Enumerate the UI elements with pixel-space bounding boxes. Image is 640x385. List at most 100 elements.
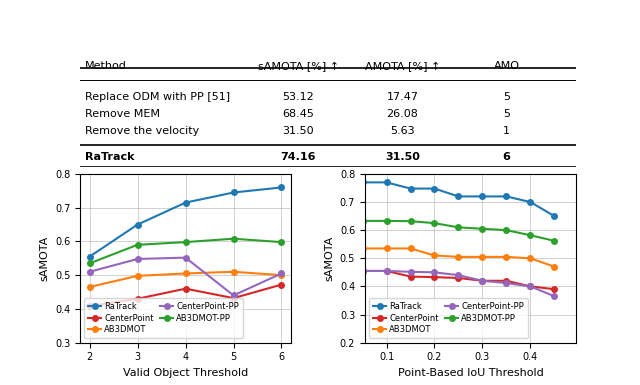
Line: CenterPoint-PP: CenterPoint-PP [360,268,557,299]
AB3DMOT-PP [86,261,93,266]
AB3DMOT [479,254,486,259]
AB3DMOT-PP [431,221,438,226]
CenterPoint [550,287,558,291]
CenterPoint [358,269,366,273]
Text: AMOTA [%] ↑: AMOTA [%] ↑ [365,61,440,71]
Text: 53.12: 53.12 [282,92,314,102]
CenterPoint-PP [431,270,438,275]
CenterPoint-PP [134,257,141,261]
AB3DMOT [502,254,510,259]
CenterPoint [230,296,237,300]
Line: AB3DMOT: AB3DMOT [360,246,557,270]
Text: 31.50: 31.50 [385,152,420,162]
Line: AB3DMOT-PP: AB3DMOT-PP [360,218,557,244]
Legend: RaTrack, CenterPoint, AB3DMOT, CenterPoint-PP, AB3DMOT-PP: RaTrack, CenterPoint, AB3DMOT, CenterPoi… [84,298,243,338]
Legend: RaTrack, CenterPoint, AB3DMOT, CenterPoint-PP, AB3DMOT-PP: RaTrack, CenterPoint, AB3DMOT, CenterPoi… [369,298,528,338]
CenterPoint-PP [358,269,366,273]
Line: RaTrack: RaTrack [360,179,557,219]
CenterPoint [406,274,414,279]
AB3DMOT-PP [527,233,534,238]
RaTrack [431,186,438,191]
AB3DMOT-PP [134,243,141,247]
RaTrack [358,180,366,185]
AB3DMOT [406,246,414,251]
CenterPoint [527,284,534,289]
Text: Replace ODM with PP [51]: Replace ODM with PP [51] [85,92,230,102]
AB3DMOT [182,271,189,276]
CenterPoint [278,282,285,287]
Text: sAMOTA [%] ↑: sAMOTA [%] ↑ [258,61,339,71]
Line: CenterPoint-PP: CenterPoint-PP [87,255,284,298]
CenterPoint [134,296,141,301]
Text: Remove the velocity: Remove the velocity [85,126,199,136]
Text: 31.50: 31.50 [282,126,314,136]
CenterPoint-PP [550,294,558,298]
RaTrack [134,222,141,227]
AB3DMOT-PP [454,225,462,230]
Text: 26.08: 26.08 [387,109,419,119]
Text: 1: 1 [503,126,510,136]
AB3DMOT-PP [182,240,189,244]
CenterPoint-PP [502,281,510,285]
X-axis label: Point-Based IoU Threshold: Point-Based IoU Threshold [397,368,543,378]
Text: 5: 5 [503,109,510,119]
Text: 17.47: 17.47 [387,92,419,102]
Text: Remove MEM: Remove MEM [85,109,160,119]
Y-axis label: sAMOTA: sAMOTA [39,236,49,281]
Text: RaTrack: RaTrack [85,152,134,162]
RaTrack [406,186,414,191]
AB3DMOT [278,273,285,278]
Text: 74.16: 74.16 [280,152,316,162]
CenterPoint [431,275,438,280]
CenterPoint [182,286,189,291]
AB3DMOT [550,264,558,269]
RaTrack [230,190,237,195]
AB3DMOT-PP [278,240,285,244]
Line: RaTrack: RaTrack [87,185,284,259]
Text: AMO: AMO [493,61,520,71]
AB3DMOT [230,270,237,274]
RaTrack [86,254,93,259]
RaTrack [527,200,534,204]
RaTrack [182,200,189,205]
Line: AB3DMOT: AB3DMOT [87,269,284,290]
AB3DMOT-PP [502,228,510,233]
Text: 5: 5 [503,92,510,102]
Text: Method: Method [85,61,127,71]
RaTrack [479,194,486,199]
CenterPoint-PP [278,271,285,276]
AB3DMOT-PP [550,239,558,243]
CenterPoint [502,278,510,283]
Text: 68.45: 68.45 [282,109,314,119]
Line: AB3DMOT-PP: AB3DMOT-PP [87,236,284,266]
RaTrack [383,180,390,185]
Y-axis label: sAMOTA: sAMOTA [324,236,334,281]
AB3DMOT [134,273,141,278]
AB3DMOT [358,246,366,251]
Text: 5.63: 5.63 [390,126,415,136]
CenterPoint-PP [406,270,414,274]
CenterPoint [86,304,93,308]
AB3DMOT [86,285,93,289]
AB3DMOT-PP [383,219,390,223]
CenterPoint-PP [527,284,534,289]
Line: CenterPoint: CenterPoint [360,268,557,292]
CenterPoint-PP [86,270,93,274]
AB3DMOT-PP [406,219,414,223]
Line: CenterPoint: CenterPoint [87,282,284,309]
AB3DMOT [454,254,462,259]
AB3DMOT [527,256,534,261]
CenterPoint-PP [479,278,486,283]
CenterPoint-PP [383,269,390,273]
RaTrack [278,185,285,190]
Text: 6: 6 [502,152,511,162]
RaTrack [550,214,558,218]
AB3DMOT-PP [479,226,486,231]
CenterPoint-PP [230,293,237,298]
CenterPoint [479,278,486,283]
RaTrack [454,194,462,199]
AB3DMOT [383,246,390,251]
CenterPoint [383,269,390,273]
AB3DMOT-PP [358,219,366,223]
CenterPoint-PP [454,273,462,278]
